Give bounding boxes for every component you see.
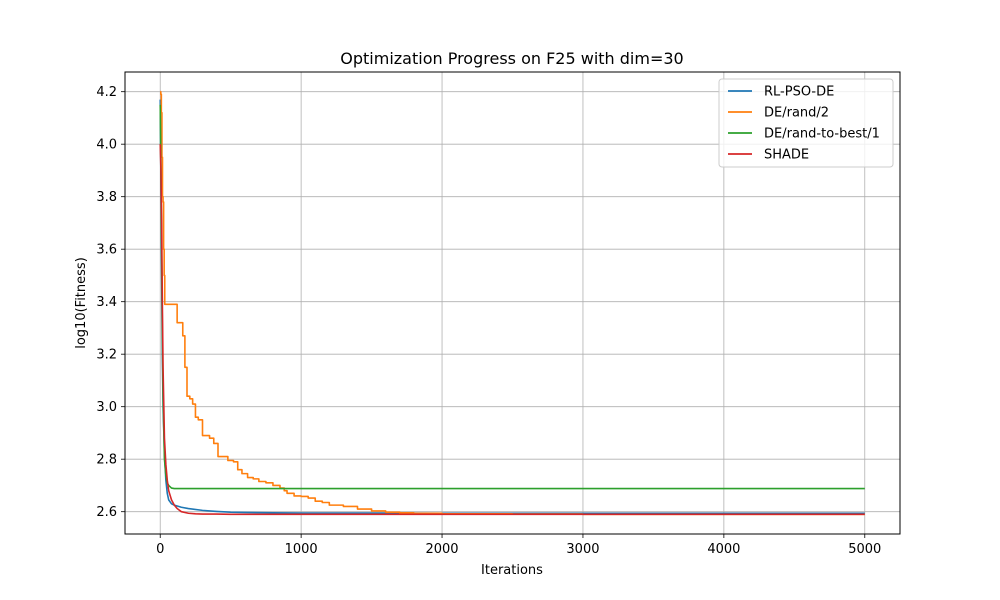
legend-label-de-rand-to-best-1: DE/rand-to-best/1	[764, 127, 880, 142]
x-tick-label: 3000	[566, 542, 599, 557]
x-tick-label: 1000	[285, 542, 318, 557]
x-tick-label: 4000	[707, 542, 740, 557]
legend-label-rl-pso-de: RL-PSO-DE	[764, 85, 834, 100]
axis-ticks: 0 1000 2000 3000 4000 5000 2.6 2.8 3.0 3.2 3.4 3.6 3…	[96, 85, 881, 557]
y-tick-label: 4.2	[96, 85, 117, 100]
series-line-de-rand-2	[159, 90, 865, 516]
plot-frame	[124, 71, 901, 535]
y-tick-label: 2.8	[96, 453, 117, 468]
y-axis-label: log10(Fitness)	[74, 257, 89, 349]
series-lines	[159, 90, 865, 516]
legend-label-de-rand-2: DE/rand/2	[764, 106, 829, 121]
y-tick-label: 3.6	[96, 243, 117, 258]
y-tick-label: 2.6	[96, 505, 117, 520]
chart-title: Optimization Progress on F25 with dim=30	[340, 49, 683, 68]
y-tick-label: 3.4	[96, 295, 117, 310]
x-tick-label: 2000	[425, 542, 458, 557]
x-tick-label: 5000	[848, 542, 881, 557]
y-tick-label: 4.0	[96, 138, 117, 153]
y-tick-label: 3.8	[96, 190, 117, 205]
legend-label-shade: SHADE	[764, 148, 809, 163]
y-tick-label: 3.2	[96, 348, 117, 363]
x-tick-label: 0	[156, 542, 164, 557]
x-axis-label: Iterations	[481, 563, 543, 578]
y-tick-label: 3.0	[96, 400, 117, 415]
series-line-shade	[159, 144, 865, 516]
legend-box	[718, 78, 894, 168]
legend: RL-PSO-DE DE/rand/2 DE/rand-to-best/1 SHADE	[718, 78, 894, 168]
